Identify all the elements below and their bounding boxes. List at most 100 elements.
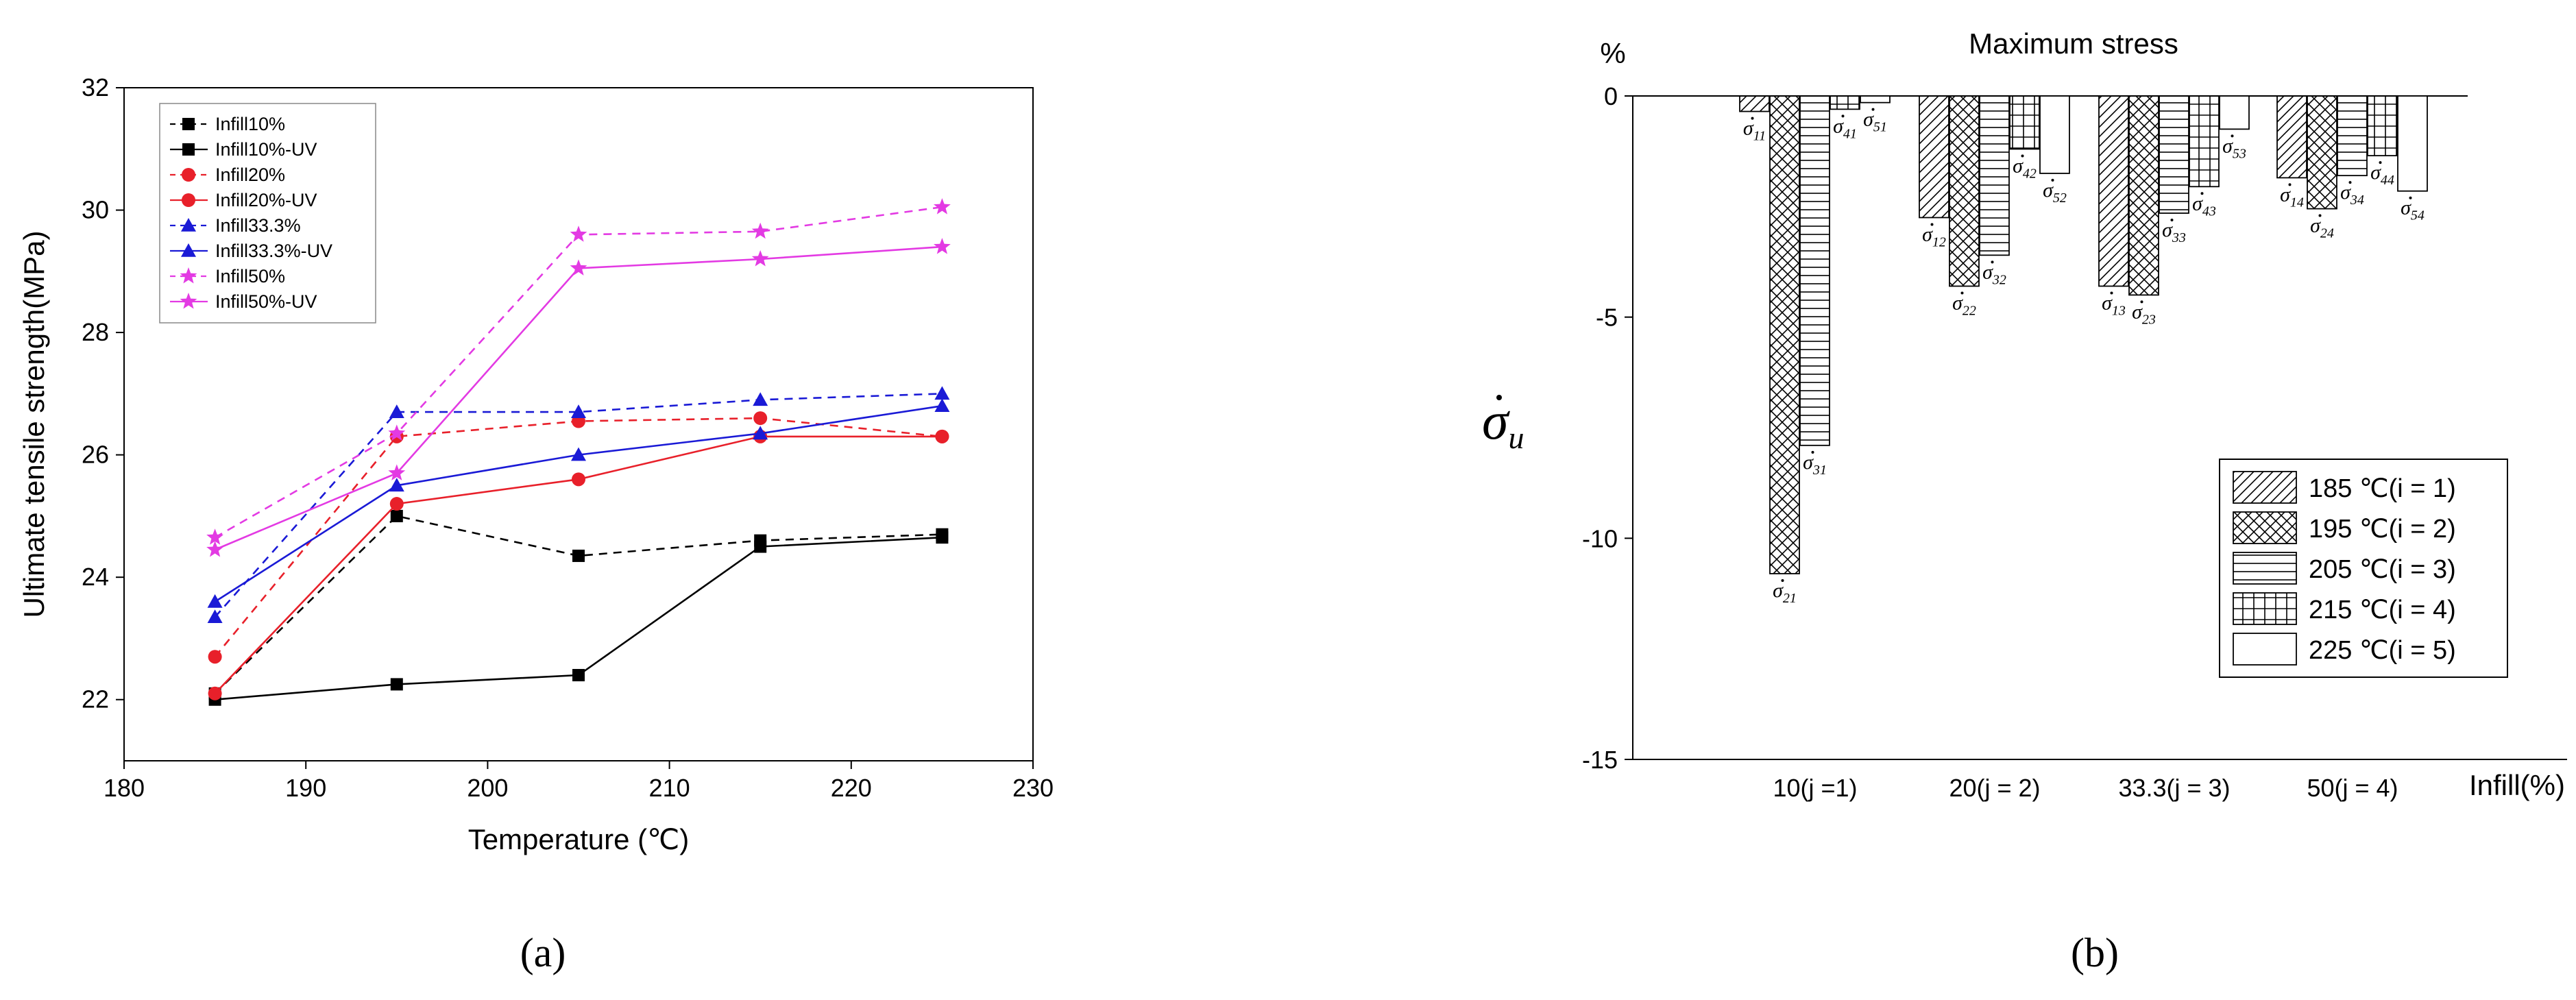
data-point-a <box>206 528 223 545</box>
data-point-a <box>571 404 586 418</box>
data-point-a <box>753 411 768 426</box>
data-point-a <box>206 541 223 557</box>
y-tick-label-b: -5 <box>1596 304 1618 332</box>
legend-label-b: 185 ℃(i = 1) <box>2309 474 2456 503</box>
bar-label-dot <box>2348 181 2352 184</box>
bar-label-b: σ22 <box>1952 291 1976 318</box>
legend-b: 185 ℃(i = 1) 195 ℃(i = 2) 205 ℃(i = 3) 215 … <box>2219 459 2508 678</box>
bar-label-b: σ53 <box>2222 134 2246 161</box>
bar-label-b: σ42 <box>2013 154 2037 181</box>
bar-b <box>2337 95 2368 177</box>
bar-label-b: σ41 <box>1833 114 1857 141</box>
legend-swatch-b <box>2233 552 2297 585</box>
bar-label-sigma: σ <box>1952 291 1963 314</box>
bar-label-subscript: 23 <box>2142 312 2156 327</box>
bar-label-b: σ32 <box>1982 260 2006 287</box>
y-tick-label-a: 24 <box>82 563 109 591</box>
bar-label-b: σ34 <box>2340 181 2364 208</box>
data-point-a <box>934 398 950 413</box>
series-group-a <box>206 198 951 706</box>
bar-label-sigma: σ <box>2222 134 2233 157</box>
data-point-a <box>390 678 403 691</box>
data-point-a <box>753 392 768 406</box>
y-axis-title-a: Ultimate tensile strength(MPa) <box>18 231 50 618</box>
x-axis-title-a: Temperature (℃) <box>468 823 690 855</box>
series-7-a <box>206 238 951 557</box>
legend-label-a: Infill10%-UV <box>215 139 317 160</box>
bar-b <box>2276 95 2307 179</box>
bar-b <box>1860 95 1891 103</box>
bar-label-dot <box>1811 450 1814 454</box>
bar-label-subscript: 22 <box>1963 303 1976 318</box>
bar-label-subscript: 34 <box>2350 193 2364 208</box>
data-point-a <box>208 650 222 664</box>
x-tick-label-a: 200 <box>467 774 508 802</box>
y-unit-label-b: % <box>1600 37 1625 69</box>
bar-label-sigma: σ <box>1803 451 1814 474</box>
data-point-a <box>207 594 223 608</box>
bar-label-b: σ12 <box>1922 223 1946 249</box>
bar-label-dot <box>2288 183 2292 186</box>
data-point-a <box>570 259 587 276</box>
bar-label-dot <box>1781 578 1784 582</box>
legend-label-a: Infill50%-UV <box>215 291 317 312</box>
x-category-label-b: 33.3(j = 3) <box>2118 774 2230 802</box>
bar-label-dot <box>2231 134 2234 138</box>
bar-label-b: σ51 <box>1863 108 1887 135</box>
bar-label-sigma: σ <box>2401 197 2411 219</box>
legend-a: Infill10% Infill10%-UV Infill20% Infill20%-… <box>159 103 376 324</box>
bar-label-sigma: σ <box>2340 181 2351 204</box>
bar-label-subscript: 51 <box>1873 120 1887 135</box>
data-point-a <box>753 426 768 440</box>
x-category-label-b: 10(j =1) <box>1773 774 1857 802</box>
bar-label-sigma: σ <box>2043 179 2054 202</box>
bar-label-dot <box>2170 219 2174 222</box>
series-line-a <box>214 515 943 694</box>
legend-label-b: 225 ℃(i = 5) <box>2309 636 2456 665</box>
sigma-glyph: σ <box>1482 391 1510 450</box>
bar-label-sigma: σ <box>1922 223 1933 245</box>
bar-label-subscript: 43 <box>2202 204 2216 219</box>
bar-b <box>1979 95 2010 256</box>
legend-label-a: Infill50% <box>215 266 285 286</box>
bar-label-dot <box>2379 161 2382 164</box>
bar-chart-panel-b: Maximum stress % σu Infill(%) (b) 0-5-10… <box>1482 27 2567 975</box>
bar-b <box>2367 95 2398 157</box>
legend-label-a: Infill33.3% <box>215 215 301 236</box>
bar-label-sigma: σ <box>1773 579 1784 602</box>
panel-label-b: (b) <box>2071 930 2119 975</box>
bar-label-subscript: 53 <box>2233 146 2246 161</box>
series-6-a <box>206 198 951 545</box>
legend-swatch-b <box>2233 633 2297 666</box>
data-point-a <box>572 472 585 487</box>
y-tick-label-a: 22 <box>82 685 109 714</box>
x-tick-label-a: 210 <box>649 774 690 802</box>
bar-label-dot <box>1991 260 1994 264</box>
tick-group-a: 180 190 200 210 220 230 22 24 26 28 30 32 <box>82 73 1054 802</box>
bar-label-sigma: σ <box>1982 260 1993 283</box>
bar-label-sigma: σ <box>2280 183 2291 206</box>
panel-label-a: (a) <box>520 930 566 975</box>
bar-label-sigma: σ <box>2132 300 2143 323</box>
x-tick-label-a: 180 <box>104 774 145 802</box>
data-point-a <box>388 424 406 441</box>
sigma-subscript: u <box>1508 420 1524 455</box>
data-point-a <box>934 198 951 215</box>
bar-b <box>2307 95 2337 210</box>
legend-swatch-b <box>2233 471 2297 504</box>
data-point-a <box>390 509 403 522</box>
bar-label-b: σ43 <box>2192 192 2216 219</box>
bar-label-sigma: σ <box>2310 215 2321 237</box>
bar-b <box>1830 95 1860 110</box>
y-symbol-b: σu <box>1482 391 1524 455</box>
bar-label-b: σ33 <box>2162 219 2186 245</box>
data-point-a <box>751 250 769 267</box>
legend-box-a <box>159 103 376 324</box>
bar-label-subscript: 31 <box>1812 463 1827 478</box>
y-tick-label-b: -15 <box>1582 746 1618 774</box>
y-tick-label-b: -10 <box>1582 524 1618 552</box>
bar-label-dot <box>2140 300 2143 304</box>
tick-group-b: 0 -5 -10 -15 10(j =1) 20(j = 2) 33.3(j = 3) 50(… <box>1496 82 2398 802</box>
bar-b <box>2189 95 2220 188</box>
data-point-a <box>934 386 950 400</box>
